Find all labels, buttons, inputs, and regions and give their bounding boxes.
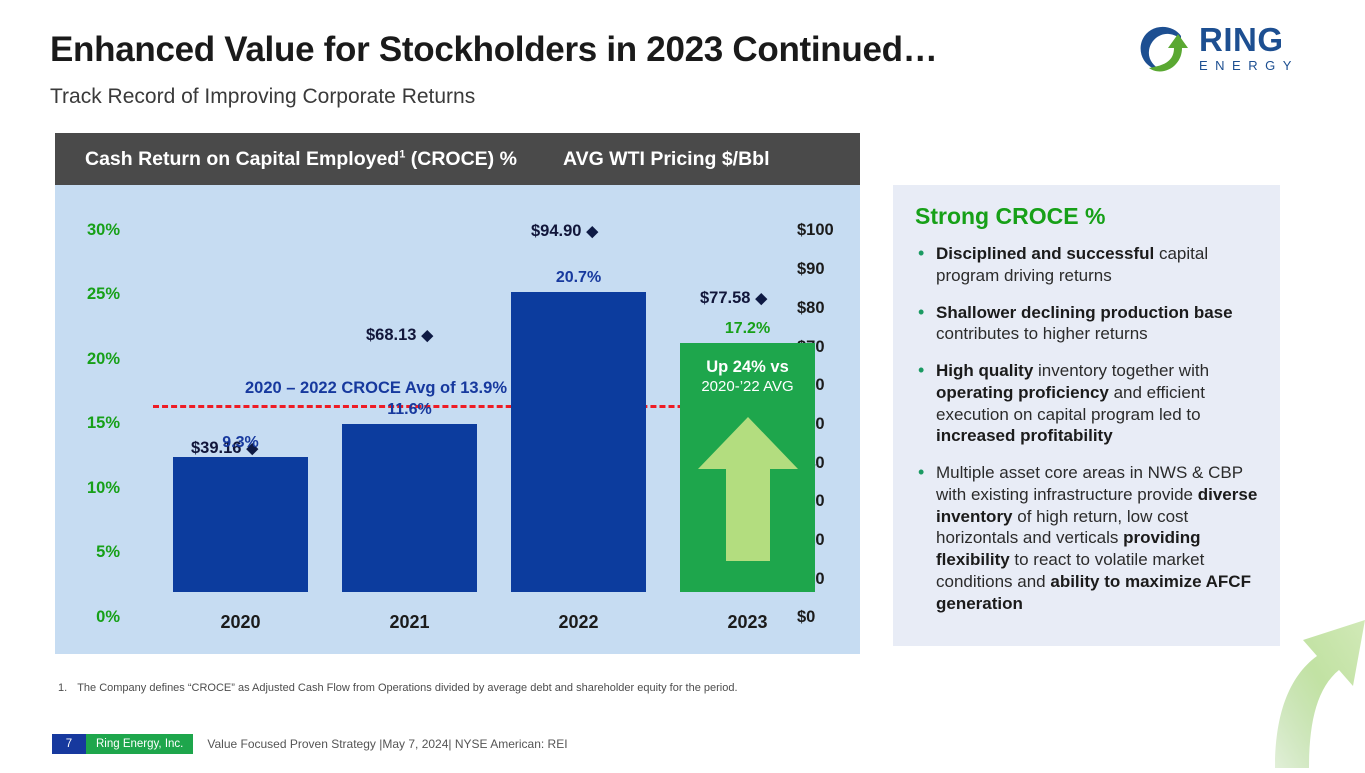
croce-average-label: 2020 – 2022 CROCE Avg of 13.9% bbox=[245, 379, 507, 397]
left-axis-tick: 25% bbox=[86, 285, 120, 303]
diamond-icon: ◆ bbox=[246, 440, 259, 457]
x-axis-label-2022: 2022 bbox=[558, 612, 599, 632]
x-axis-label-3023: 2023 bbox=[727, 612, 768, 632]
footnote: 1. The Company defines “CROCE” as Adjuste… bbox=[58, 682, 738, 694]
wti-value-2020: $39.16 bbox=[191, 439, 242, 457]
x-axis-label-2021: 2021 bbox=[389, 612, 430, 632]
page-number-badge: 7 bbox=[52, 734, 86, 754]
right-axis-tick: $0 bbox=[797, 608, 816, 626]
bar-value-2023: 17.2% bbox=[724, 320, 771, 337]
chart-plot-area: 30% 25% 20% 15% 10% 5% 0% $100 $90 $80 $… bbox=[55, 185, 860, 654]
page-subtitle: Track Record of Improving Corporate Retu… bbox=[50, 85, 476, 108]
logo-ring-text: RING bbox=[1199, 21, 1284, 58]
footer-tagline: Value Focused Proven Strategy |May 7, 20… bbox=[207, 737, 568, 751]
chart-header-footnote-marker: 1 bbox=[399, 148, 406, 160]
chart-header-right-title: AVG WTI Pricing $/Bbl bbox=[562, 147, 770, 170]
bar-2023-callout-line1: Up 24% vs bbox=[706, 358, 789, 376]
right-axis-tick: $80 bbox=[797, 299, 825, 317]
bullet-item: High quality inventory together with ope… bbox=[915, 359, 1260, 447]
bullet-item: Shallower declining production base cont… bbox=[915, 301, 1260, 346]
wti-marker-2021: $68.13 ◆ bbox=[366, 326, 433, 345]
up-arrow-icon bbox=[697, 417, 798, 561]
bar-2023[interactable]: Up 24% vs 2020-’22 AVG bbox=[680, 343, 815, 592]
left-axis-tick: 15% bbox=[86, 414, 120, 432]
wti-value-2023: $77.58 bbox=[700, 289, 751, 307]
bullet-item: Disciplined and successful capital progr… bbox=[915, 242, 1260, 287]
chart-header-left-title-suffix: (CROCE) % bbox=[405, 147, 517, 170]
diamond-icon: ◆ bbox=[421, 327, 434, 344]
left-axis-tick: 10% bbox=[86, 479, 120, 497]
ring-circular-arrow-icon bbox=[1135, 24, 1195, 76]
slide-footer: 7 Ring Energy, Inc. Value Focused Proven… bbox=[52, 734, 568, 754]
wti-marker-2022: $94.90 ◆ bbox=[531, 222, 598, 241]
bar-2021[interactable] bbox=[342, 424, 477, 592]
wti-value-2021: $68.13 bbox=[366, 326, 417, 344]
side-panel-heading: Strong CROCE % bbox=[915, 203, 1106, 229]
bar-2022[interactable] bbox=[511, 292, 646, 592]
left-axis: 30% 25% 20% 15% 10% 5% 0% bbox=[60, 185, 120, 654]
diamond-icon: ◆ bbox=[755, 290, 768, 307]
left-axis-tick: 30% bbox=[86, 221, 120, 239]
left-axis-tick: 5% bbox=[96, 543, 120, 561]
footnote-text: The Company defines “CROCE” as Adjusted … bbox=[77, 682, 738, 694]
x-axis-labels: 2020 2021 2022 2023 bbox=[135, 612, 788, 638]
chart-header-left-title: Cash Return on Capital Employed1 (CROCE)… bbox=[85, 148, 517, 171]
ring-energy-logo: RING ENERGY bbox=[1135, 22, 1310, 80]
bar-value-2021: 11.6% bbox=[387, 401, 432, 418]
croce-chart-panel: Cash Return on Capital Employed1 (CROCE)… bbox=[55, 133, 860, 654]
wti-marker-2023: $77.58 ◆ bbox=[700, 289, 767, 308]
right-axis-tick: $90 bbox=[797, 260, 825, 278]
chart-header-left-title-text: Cash Return on Capital Employed bbox=[85, 147, 400, 170]
decorative-corner-arrow-icon bbox=[1269, 586, 1365, 768]
right-axis-tick: $100 bbox=[797, 221, 834, 239]
left-axis-tick: 0% bbox=[96, 608, 120, 626]
bar-value-2022: 20.7% bbox=[555, 269, 602, 286]
logo-energy-text: ENERGY bbox=[1199, 58, 1299, 73]
logo-wordmark: RING ENERGY bbox=[1199, 23, 1311, 74]
croce-average-line bbox=[153, 405, 774, 408]
bullet-item: Multiple asset core areas in NWS & CBP w… bbox=[915, 461, 1260, 614]
footnote-number: 1. bbox=[58, 682, 68, 694]
bar-2023-callout: Up 24% vs 2020-’22 AVG bbox=[680, 357, 815, 396]
bars-container: $39.16 ◆ $68.13 ◆ $94.90 ◆ $77.58 ◆ 2020 – 2… bbox=[135, 203, 815, 592]
wti-marker-2020: $39.16 ◆ bbox=[191, 439, 258, 458]
chart-header-bar: Cash Return on Capital Employed1 (CROCE)… bbox=[55, 133, 860, 185]
strong-croce-panel: Strong CROCE % Disciplined and successfu… bbox=[893, 185, 1280, 646]
bar-2023-callout-line2: 2020-’22 AVG bbox=[701, 377, 794, 395]
x-axis-label-2020: 2020 bbox=[220, 612, 261, 632]
page-title: Enhanced Value for Stockholders in 2023 … bbox=[50, 30, 938, 69]
bar-2020[interactable] bbox=[173, 457, 308, 592]
wti-value-2022: $94.90 bbox=[531, 222, 582, 240]
footer-company-badge: Ring Energy, Inc. bbox=[86, 734, 194, 754]
diamond-icon: ◆ bbox=[586, 223, 599, 240]
left-axis-tick: 20% bbox=[86, 350, 120, 368]
bar-value-2020: 9.3% bbox=[222, 434, 259, 451]
